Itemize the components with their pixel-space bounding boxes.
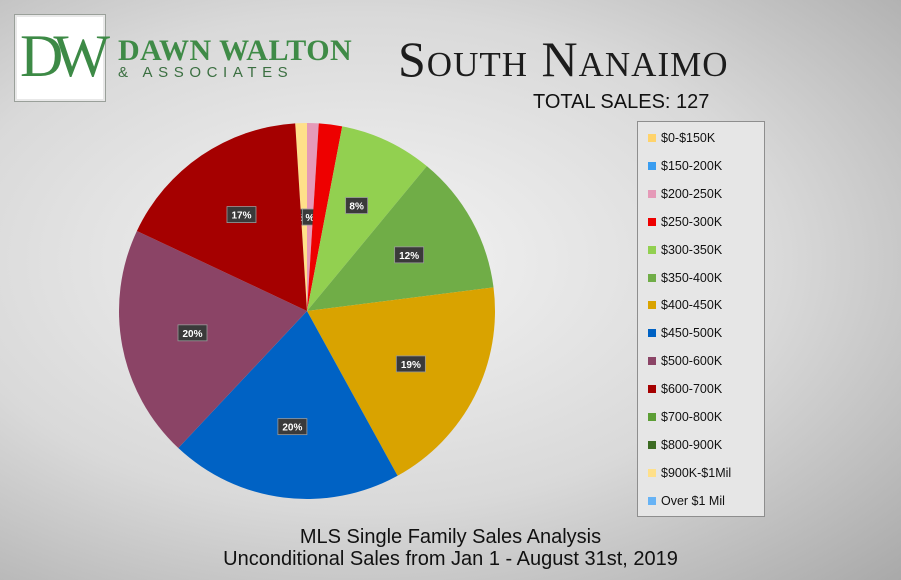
pie-slice-600-700k [136, 123, 307, 311]
legend-label: $200-250K [661, 186, 723, 201]
pie-slice-350-400k [307, 166, 494, 311]
legend-item-600-700k: $600-700K [648, 381, 722, 397]
legend-item-300-350k: $300-350K [648, 242, 722, 258]
legend-swatch [648, 385, 656, 394]
legend-item-200-250k: $200-250K [648, 186, 722, 202]
legend-item-0-150k: $0-$150K [648, 130, 715, 146]
pie-slice-400-450k [307, 287, 496, 476]
brand-name: DAWN WALTON [118, 34, 353, 67]
brand-tagline: & ASSOCIATES [118, 64, 294, 81]
pie-label-350-400k: 12% [394, 246, 425, 264]
footer-subtitle: Unconditional Sales from Jan 1 - August … [223, 548, 678, 570]
legend-item-700-800k: $700-800K [648, 409, 722, 425]
svg-text:19%: 19% [401, 360, 421, 371]
pie-slice-450-500k [178, 311, 398, 499]
legend-swatch [648, 134, 656, 142]
total-sales: TOTAL SALES: 127 [533, 91, 710, 113]
legend-label: $150-200K [661, 158, 723, 173]
legend-swatch [648, 189, 656, 198]
footer-title: MLS Single Family Sales Analysis [299, 526, 602, 548]
svg-text:20%: 20% [282, 423, 302, 434]
legend-swatch [648, 357, 656, 366]
legend-label: $500-600K [661, 354, 723, 369]
legend-item-350-400k: $350-400K [648, 270, 722, 286]
legend-label: $700-800K [661, 410, 723, 424]
legend-item-over-1-mil: Over $1 Mil [648, 493, 725, 509]
legend-swatch [648, 301, 656, 310]
legend-label: $900K-$1Mil [661, 465, 732, 480]
legend-swatch [648, 217, 656, 226]
pie-slice-300-350k [307, 126, 427, 312]
legend-label: Over $1 Mil [661, 493, 725, 508]
logo-badge: DW [14, 14, 110, 102]
legend-item-150-200k: $150-200K [648, 158, 722, 174]
legend-swatch [648, 161, 656, 170]
legend-label: $600-700K [661, 382, 723, 397]
legend-label: $800-900K [661, 437, 723, 452]
pie-slice-500-600k [118, 230, 307, 449]
legend-label: $400-450K [661, 298, 723, 313]
legend-item-250-300k: $250-300K [648, 214, 722, 230]
legend-swatch [648, 440, 656, 449]
pie-label-400-450k: 19% [395, 355, 426, 373]
legend-swatch [648, 245, 656, 254]
svg-text:8%: 8% [349, 202, 364, 213]
legend-swatch [648, 496, 656, 505]
pie-slice-250-300k [307, 123, 343, 311]
svg-text:20%: 20% [182, 329, 202, 340]
legend-item-900k-1mil: $900K-$1Mil [648, 465, 731, 481]
legend-label: $350-400K [661, 270, 723, 285]
logo-monogram: DW [20, 23, 110, 89]
legend-item-450-500k: $450-500K [648, 325, 722, 341]
page-title: South Nanaimo [398, 31, 729, 87]
legend-label: $450-500K [661, 326, 723, 341]
legend-label: $250-300K [661, 214, 723, 229]
svg-text:17%: 17% [231, 211, 251, 222]
pie-label-300-350k: 8% [345, 197, 369, 214]
legend-label: $0-$150K [661, 131, 716, 145]
pie-label-500-600k: 20% [177, 324, 208, 342]
legend-label: $300-350K [661, 242, 723, 257]
svg-text:12%: 12% [399, 251, 419, 262]
legend-swatch [648, 413, 656, 421]
legend-item-500-600k: $500-600K [648, 353, 722, 369]
legend-item-400-450k: $400-450K [648, 297, 722, 313]
legend-item-800-900k: $800-900K [648, 437, 722, 453]
legend-swatch [648, 273, 656, 282]
pie-label-450-500k: 20% [277, 418, 308, 436]
pie-label-600-700k: 17% [226, 206, 257, 223]
chart-legend: $0-$150K $150-200K $200-250K $250-300K $300-… [637, 121, 765, 517]
legend-swatch [648, 329, 656, 338]
legend-swatch [648, 468, 656, 477]
svg-text:%: % [305, 213, 314, 224]
